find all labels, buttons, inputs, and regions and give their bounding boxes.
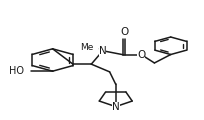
Text: HO: HO xyxy=(9,66,24,76)
Text: O: O xyxy=(136,50,145,60)
Text: O: O xyxy=(119,27,128,37)
Text: N: N xyxy=(98,46,106,56)
Text: Me: Me xyxy=(80,43,93,52)
Text: N: N xyxy=(111,102,119,112)
